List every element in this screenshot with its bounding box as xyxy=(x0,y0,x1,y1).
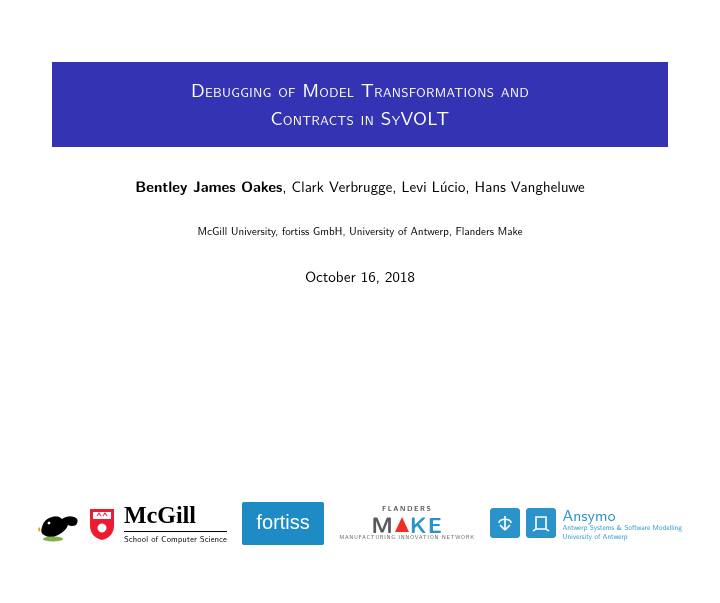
ansymo-square-1-icon xyxy=(490,508,520,538)
mcgill-logo: McGill School of Computer Science xyxy=(38,504,227,544)
slide: Debugging of Model Transformations and C… xyxy=(0,62,720,603)
authors-line: Bentley James Oakes, Clark Verbrugge, Le… xyxy=(0,175,720,197)
co-authors: , Clark Verbrugge, Levi Lúcio, Hans Vang… xyxy=(282,175,584,197)
make-m: M xyxy=(371,513,394,535)
bird-icon xyxy=(38,505,80,543)
lead-author: Bentley James Oakes xyxy=(135,176,282,197)
ansymo-name: Ansymo xyxy=(562,506,682,524)
date: October 16, 2018 xyxy=(0,265,720,287)
flanders-subtitle: MANUFACTURING INNOVATION NETWORK xyxy=(339,535,475,541)
title-line-2: Contracts in SyVOLT xyxy=(62,104,658,132)
fortiss-logo: fortiss xyxy=(242,502,323,545)
make-ke: KE xyxy=(410,513,443,535)
make-triangle-icon xyxy=(394,513,410,535)
ansymo-logo: Ansymo Antwerp Systems & Software Modell… xyxy=(490,506,682,541)
affiliations: McGill University, fortiss GmbH, Univers… xyxy=(0,223,720,239)
mcgill-name: McGill xyxy=(124,504,227,528)
mcgill-subtitle: School of Computer Science xyxy=(124,531,227,544)
flanders-make-logo: FLANDERS M KE MANUFACTURING INNOVATION N… xyxy=(339,506,475,541)
ansymo-sub2: University of Antwerp xyxy=(562,533,682,541)
ansymo-square-2-icon xyxy=(526,508,556,538)
logo-row: McGill School of Computer Science fortis… xyxy=(0,502,720,545)
title-block: Debugging of Model Transformations and C… xyxy=(52,62,668,147)
crest-icon xyxy=(88,507,116,541)
title-line-1: Debugging of Model Transformations and xyxy=(62,76,658,104)
